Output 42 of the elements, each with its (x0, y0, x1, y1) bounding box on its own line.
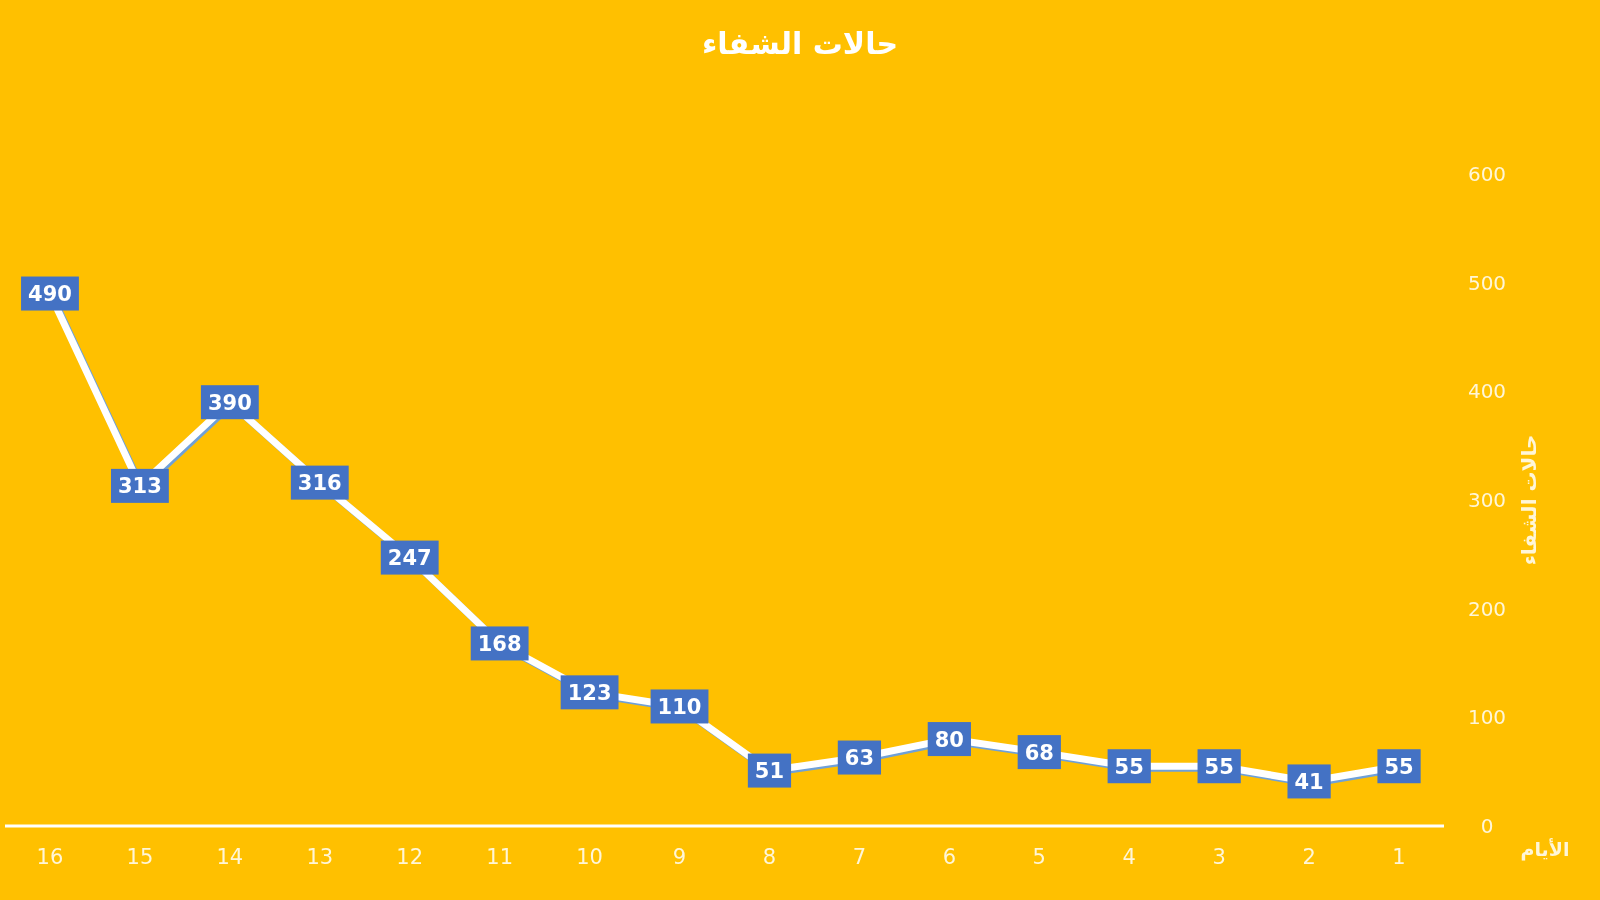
x-tick-label: 9 (672, 845, 687, 869)
y-tick-label: 600 (1467, 162, 1507, 186)
x-tick-label: 7 (852, 845, 867, 869)
data-label: 313 (117, 474, 162, 499)
x-tick-label: 4 (1122, 845, 1136, 869)
x-tick-label: 6 (942, 845, 957, 869)
data-label: 247 (387, 546, 432, 571)
x-tick-label: 5 (1032, 845, 1046, 869)
x-tick-label: 16 (36, 845, 64, 869)
data-label: 41 (1294, 769, 1324, 794)
x-tick-label: 15 (126, 845, 154, 869)
x-tick-label: 3 (1212, 845, 1226, 869)
data-label: 55 (1384, 754, 1414, 779)
x-tick-label: 12 (396, 845, 424, 869)
x-tick-label: 10 (576, 845, 603, 869)
y-tick-label: 100 (1467, 705, 1507, 730)
data-label: 110 (657, 694, 702, 719)
y-tick-label: 0 (1480, 814, 1494, 838)
data-label: 51 (754, 759, 785, 784)
data-label: 68 (1024, 740, 1054, 765)
chart-title: حالات الشفاء (701, 26, 899, 61)
data-label: 490 (28, 282, 72, 307)
x-tick-label: 8 (762, 845, 777, 869)
x-tick-label: 11 (486, 845, 514, 869)
data-label: 390 (207, 390, 252, 415)
y-tick-label: 300 (1467, 488, 1507, 512)
data-label: 316 (297, 471, 342, 496)
data-label: 55 (1114, 754, 1144, 779)
y-tick-label: 500 (1467, 270, 1507, 295)
data-label: 80 (934, 727, 964, 752)
y-tick-label: 400 (1467, 379, 1507, 404)
x-tick-label: 1 (1392, 845, 1406, 869)
y-tick-label: 200 (1467, 596, 1507, 621)
x-tick-label: 13 (306, 845, 334, 869)
x-tick-label: 2 (1302, 845, 1316, 869)
x-axis-title: الأيام (1520, 838, 1570, 861)
data-label: 123 (567, 680, 612, 705)
data-label: 63 (844, 746, 875, 771)
data-label: 168 (477, 631, 522, 656)
x-tick-label: 14 (216, 845, 244, 869)
data-label: 55 (1204, 754, 1234, 779)
y-axis-title: حالات الشفاء (1517, 434, 1541, 566)
